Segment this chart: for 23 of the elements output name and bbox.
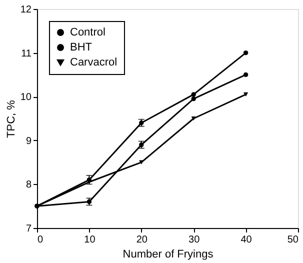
x-tick-label: 0 xyxy=(38,234,44,246)
x-tick-label: 50 xyxy=(287,234,299,246)
y-tick-label: 10 xyxy=(20,92,32,104)
point xyxy=(243,92,248,96)
point xyxy=(191,96,196,102)
point xyxy=(191,116,196,121)
x-tick-label: 10 xyxy=(84,234,96,246)
y-tick-label: 9 xyxy=(26,136,32,147)
point xyxy=(243,50,248,56)
y-tick-label: 12 xyxy=(20,4,32,16)
y-tick-label: 7 xyxy=(26,224,32,234)
y-tick-label: 11 xyxy=(21,48,32,60)
y-tick-label: 8 xyxy=(26,180,32,191)
point xyxy=(191,92,196,97)
x-tick-label: 40 xyxy=(240,234,252,246)
legend-label: Control xyxy=(70,26,106,38)
x-tick-label: 30 xyxy=(188,234,200,246)
legend-label: BHT xyxy=(70,42,92,54)
point xyxy=(243,72,248,78)
x-tick-label: 20 xyxy=(136,234,148,246)
x-axis-title: Number of Fryings xyxy=(122,248,214,260)
y-axis-title: TPC, % xyxy=(5,100,18,138)
legend-label: Carvacrol xyxy=(70,56,118,68)
